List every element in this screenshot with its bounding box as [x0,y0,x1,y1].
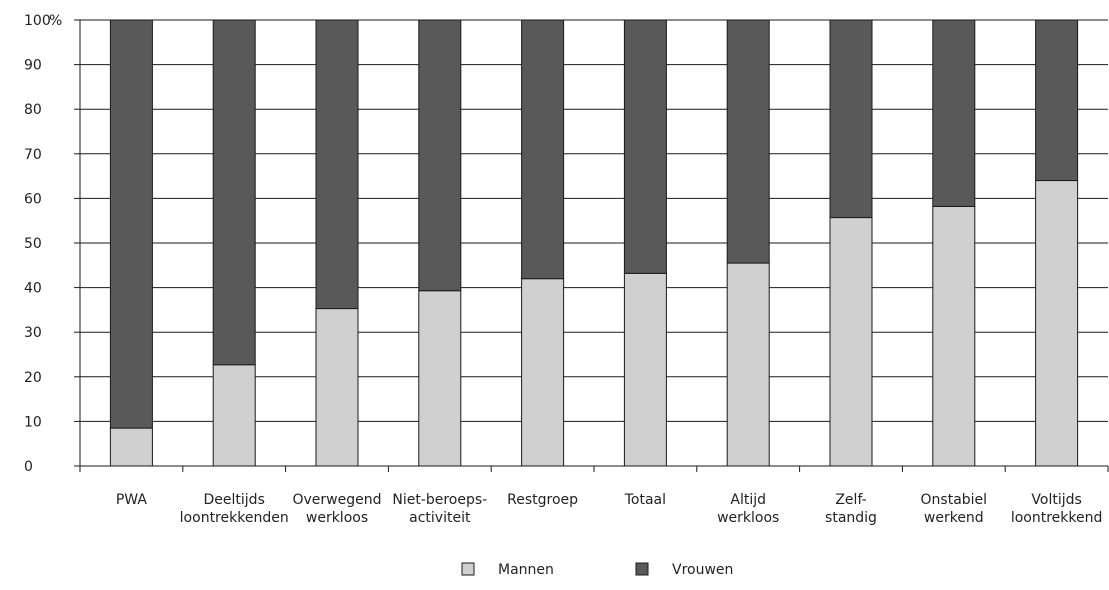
bar-mannen-2 [212,364,256,467]
y-unit-label: % [49,13,62,29]
y-tick-label: 90 [24,58,42,74]
y-tick-label: 60 [24,191,42,207]
category-label-line: standig [825,510,877,526]
y-tick-label: 0 [24,459,33,475]
legend-swatch-vrouwen [635,562,649,576]
bar-vrouwen-7 [726,19,770,264]
category-label: Altijd werkloos [717,492,779,526]
bar-vrouwen-6 [623,19,667,274]
category-label-line: Restgroep [507,492,578,508]
axes [74,19,1109,472]
category-label-line: Onstabiel [921,492,988,508]
legend: Mannen Vrouwen [461,562,733,578]
bar-vrouwen-8 [829,19,873,219]
bar-mannen-8 [829,217,873,467]
category-label: Deeltijds loontrekkenden [180,492,289,526]
bars [109,19,1079,467]
category-label-line: loontrekkend [1011,510,1103,526]
bar-vrouwen-10 [1035,19,1079,182]
y-tick-label: 50 [24,236,42,252]
legend-swatch-mannen [461,562,475,576]
category-label-line: PWA [116,492,148,508]
y-tick-label: 70 [24,147,42,163]
category-label: Voltijds loontrekkend [1011,492,1103,526]
legend-label-mannen: Mannen [498,562,554,578]
category-label-line: activiteit [409,510,471,526]
category-label-line: loontrekkenden [180,510,289,526]
y-tick-label: 40 [24,281,42,297]
category-label: Totaal [624,492,666,508]
bar-vrouwen-2 [212,19,256,366]
y-tick-label: 30 [24,325,42,341]
y-tick-label: 100 [24,13,51,29]
category-label-line: werkloos [306,510,368,526]
y-tick-label: 80 [24,102,42,118]
bar-mannen-3 [315,308,359,467]
category-label: PWA [116,492,148,508]
category-label-line: werkloos [717,510,779,526]
bar-mannen-7 [726,262,770,467]
bar-vrouwen-5 [521,19,565,280]
category-label-line: werkend [924,510,984,526]
category-label: Overwegend werkloos [293,492,382,526]
category-label-line: Voltijds [1031,492,1081,508]
y-tick-label: 10 [24,414,42,430]
bar-vrouwen-1 [109,19,153,429]
y-tick-labels: 0 10 20 30 40 50 60 70 80 90 100% [24,13,62,475]
y-tick-label: 20 [24,370,42,386]
category-label-line: Niet-beroeps- [392,492,487,508]
bar-mannen-9 [932,205,976,467]
bar-vrouwen-4 [418,19,462,292]
category-label: Niet-beroeps-activiteit [392,492,487,526]
bar-vrouwen-3 [315,19,359,310]
category-label-line: Totaal [624,492,666,508]
category-label-line: Zelf- [835,492,866,508]
category-label: Onstabiel werkend [921,492,988,526]
category-label: Restgroep [507,492,578,508]
bar-mannen-4 [418,290,462,467]
legend-label-vrouwen: Vrouwen [672,562,733,578]
bar-mannen-5 [521,278,565,467]
bar-mannen-1 [109,427,153,467]
category-label-line: Deeltijds [204,492,265,508]
category-label-line: Altijd [730,492,766,508]
category-label-line: Overwegend [293,492,382,508]
bar-mannen-10 [1035,180,1079,467]
bar-vrouwen-9 [932,19,976,207]
bar-mannen-6 [623,272,667,467]
category-label: Zelf-standig [825,492,877,526]
